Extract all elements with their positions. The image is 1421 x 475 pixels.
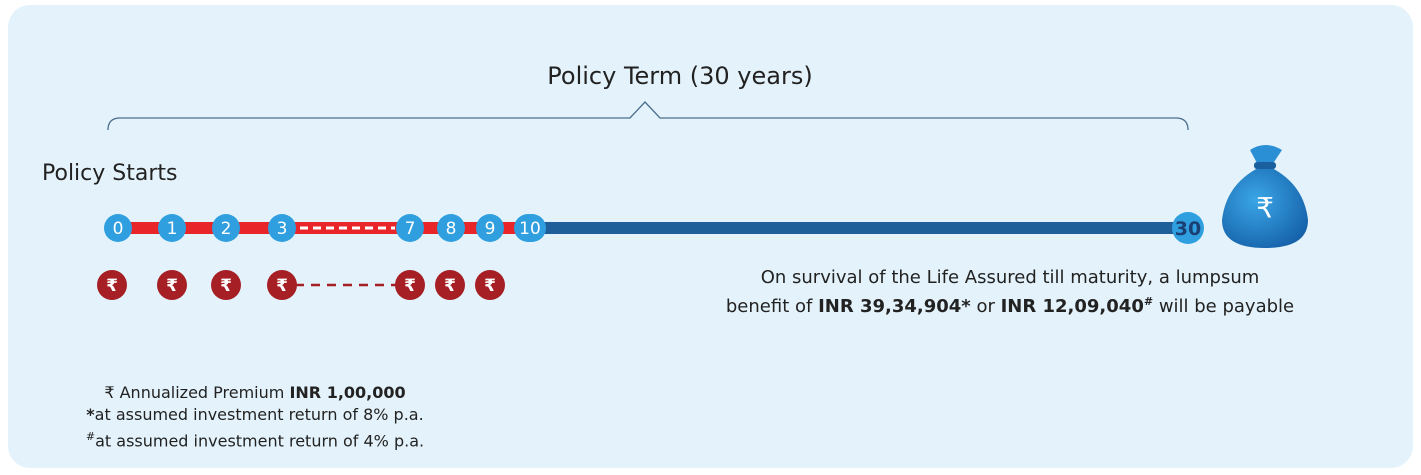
term-brace xyxy=(107,101,1189,131)
year-label: 1 xyxy=(167,219,178,239)
coin xyxy=(267,270,297,300)
year-label: 3 xyxy=(277,219,288,239)
coin-symbol: ₹ xyxy=(106,276,118,296)
year-node xyxy=(437,214,465,242)
note: #at assumed investment return of 4% p.a. xyxy=(60,426,450,452)
coin-symbol: ₹ xyxy=(404,276,416,296)
year-label: 30 xyxy=(1175,218,1201,240)
coin xyxy=(97,270,127,300)
maturity-text: On survival of the Life Assured till mat… xyxy=(700,266,1320,319)
mark: # xyxy=(85,430,96,443)
bag-symbol: ₹ xyxy=(1256,192,1274,225)
coin xyxy=(395,270,425,300)
start-label: Policy Starts xyxy=(42,161,177,186)
year-node xyxy=(514,214,546,242)
amount: INR 1,00,000 xyxy=(289,383,406,402)
text: at assumed investment return of 4% p.a. xyxy=(95,431,425,451)
year-node xyxy=(396,214,424,242)
title: Policy Term (30 years) xyxy=(547,62,812,90)
year-label: 9 xyxy=(485,219,496,239)
year-node xyxy=(104,214,132,242)
year-label: 8 xyxy=(446,219,457,239)
year-label: 0 xyxy=(113,219,124,239)
year-label: 2 xyxy=(221,219,232,239)
money-bag: ₹ xyxy=(1222,145,1308,248)
maturity-line: benefit of INR 39,34,904* or INR 12,09,0… xyxy=(700,290,1320,319)
coin-symbol: ₹ xyxy=(276,276,288,296)
text: ₹ Annualized Premium xyxy=(104,383,285,402)
year-node xyxy=(158,214,186,242)
coin xyxy=(211,270,241,300)
mark: * xyxy=(86,405,95,424)
text: at assumed investment return of 8% p.a. xyxy=(94,405,424,424)
mark: # xyxy=(1143,295,1154,308)
coin-symbol: ₹ xyxy=(220,276,232,296)
year-node xyxy=(212,214,240,242)
coin-symbol: ₹ xyxy=(484,276,496,296)
coin-symbol: ₹ xyxy=(166,276,178,296)
year-label: 10 xyxy=(519,219,541,239)
amount: INR 12,09,040 xyxy=(1000,296,1144,317)
text: will be payable xyxy=(1158,296,1295,317)
amount: INR 39,34,904* xyxy=(818,296,971,317)
premium: ₹ Annualized Premium INR 1,00,000 xyxy=(60,382,450,404)
text: or xyxy=(976,296,995,317)
year-node xyxy=(268,214,296,242)
coin xyxy=(475,270,505,300)
coin-symbol: ₹ xyxy=(444,276,456,296)
footer: ₹ Annualized Premium INR 1,00,000 *at as… xyxy=(60,382,450,452)
year-label: 7 xyxy=(405,219,416,239)
note: *at assumed investment return of 8% p.a. xyxy=(60,404,450,426)
maturity-line: On survival of the Life Assured till mat… xyxy=(760,267,1260,288)
year-node xyxy=(1172,212,1204,244)
text: benefit of xyxy=(725,296,813,317)
coin xyxy=(435,270,465,300)
year-node xyxy=(476,214,504,242)
coin xyxy=(157,270,187,300)
